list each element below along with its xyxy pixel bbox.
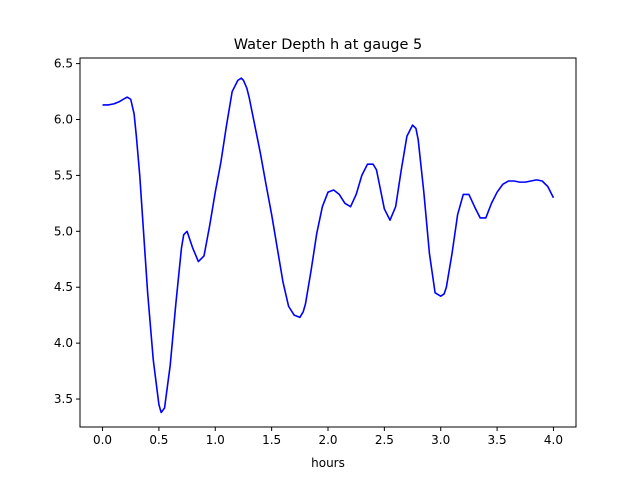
y-tick-label: 4.5 — [54, 280, 73, 294]
y-tick-label: 6.5 — [54, 57, 73, 71]
y-tick-label: 3.5 — [54, 392, 73, 406]
y-tick-label: 4.0 — [54, 336, 73, 350]
x-tick-label: 2.5 — [375, 433, 394, 447]
y-tick-label: 5.0 — [54, 224, 73, 238]
x-axis-label: hours — [311, 456, 345, 470]
axes: 0.0 0.5 1.0 1.5 2.0 2.5 3.0 3.5 4.0 3.5 4.0 4.5 5.0 5… — [54, 57, 577, 447]
y-tick-label: 5.5 — [54, 168, 73, 182]
x-tick-label: 1.5 — [262, 433, 281, 447]
plot-area — [102, 77, 555, 414]
x-tick-label: 2.0 — [318, 433, 337, 447]
x-tick-label: 3.0 — [431, 433, 450, 447]
x-tick-label: 0.0 — [93, 433, 112, 447]
x-tick-label: 3.5 — [488, 433, 507, 447]
chart-title: Water Depth h at gauge 5 — [234, 37, 422, 53]
x-tick-label: 0.5 — [149, 433, 168, 447]
x-tick-label: 4.0 — [544, 433, 563, 447]
x-tick-label: 1.0 — [206, 433, 225, 447]
y-tick-label: 6.0 — [54, 113, 73, 127]
series-line-0 — [102, 77, 555, 414]
